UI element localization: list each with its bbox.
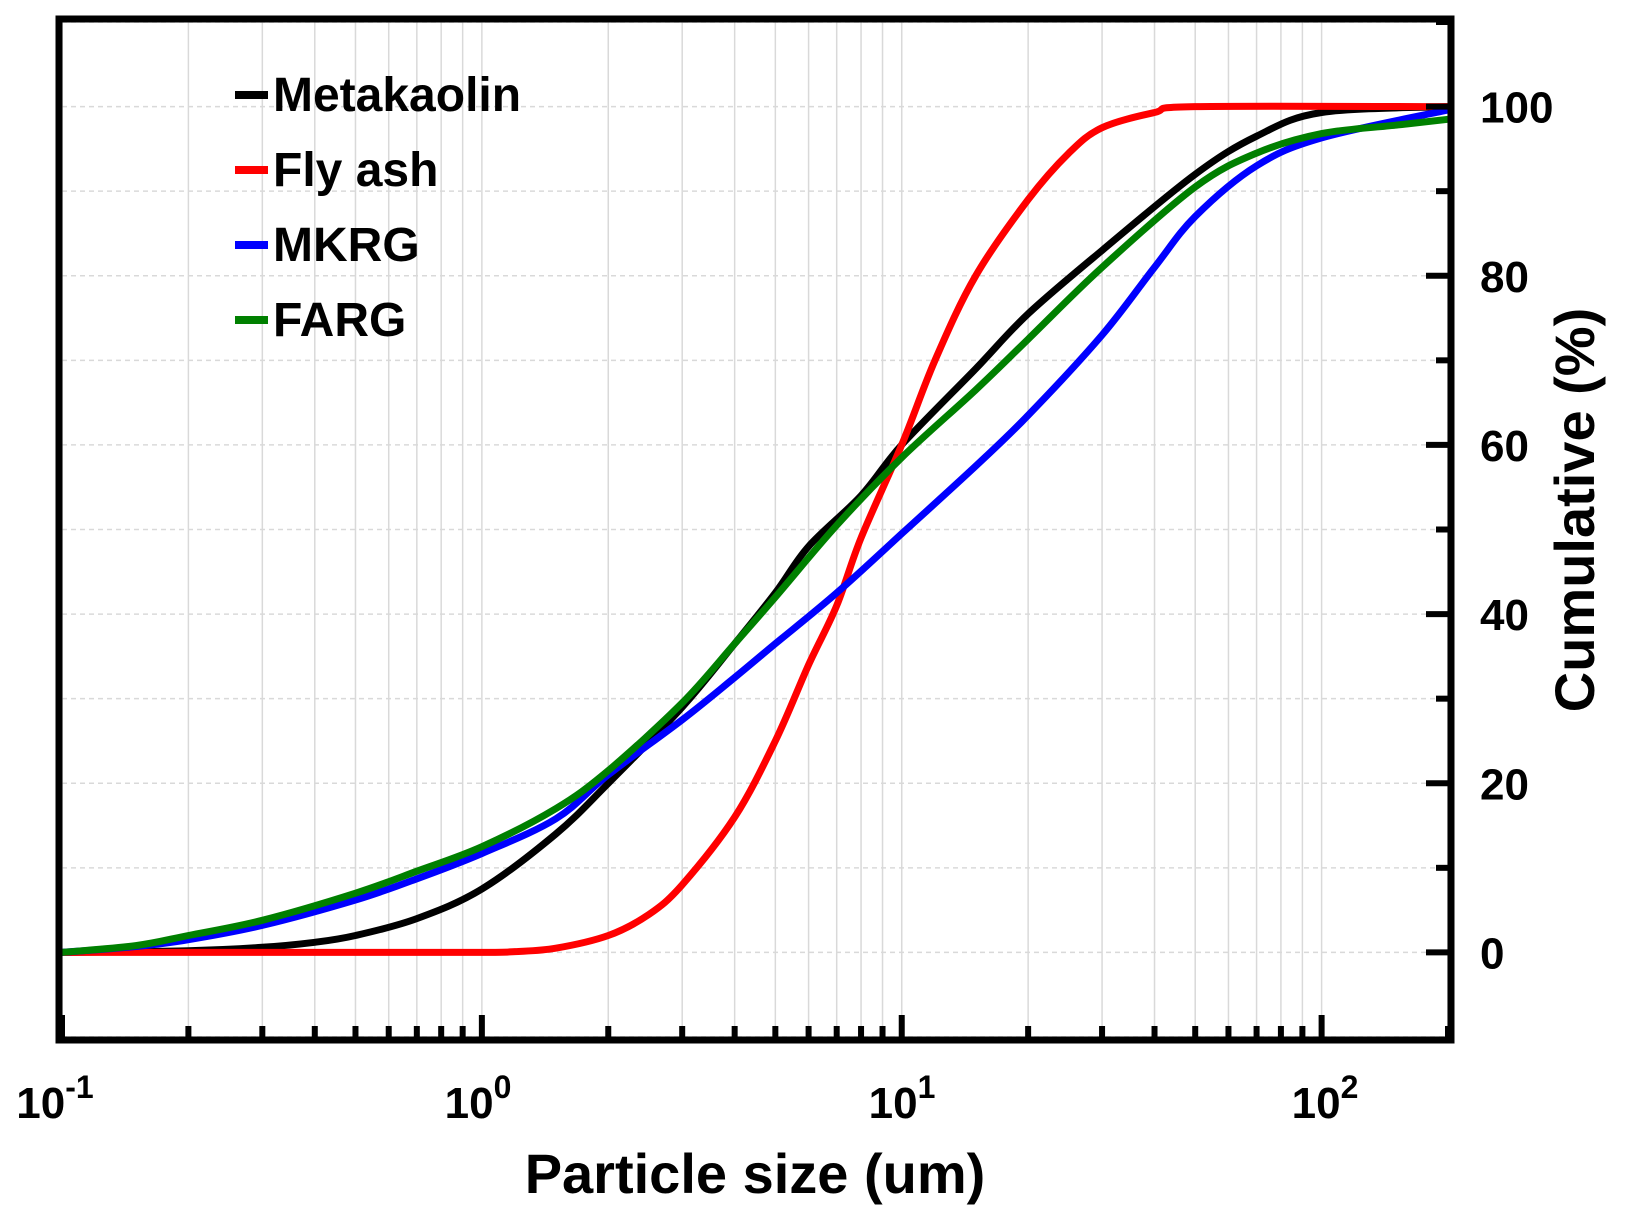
y-tick-label: 40	[1480, 591, 1529, 640]
x-tick-label: 101	[869, 1069, 936, 1128]
x-tick-label: 10-1	[16, 1069, 93, 1128]
legend-label: MKRG	[273, 219, 420, 272]
series-line-mkrg	[58, 106, 1452, 956]
legend-item-mkrg: MKRG	[235, 219, 420, 272]
legend-label: Fly ash	[273, 144, 438, 197]
x-tick-label: 102	[1292, 1069, 1359, 1128]
x-axis-title: Particle size (um)	[525, 1142, 986, 1205]
x-tick-labels: 10-1 100 101 102	[16, 1069, 1358, 1128]
series-line-fly-ash	[58, 102, 1452, 956]
legend-label: Metakaolin	[273, 69, 521, 122]
y-tick-labels: 0 20 40 60 80 100	[1480, 84, 1553, 979]
y-tick-label: 60	[1480, 422, 1529, 471]
y-tick-label: 80	[1480, 253, 1529, 302]
grid-lines	[61, 21, 1449, 1038]
plot-frame	[55, 15, 1455, 1044]
legend-label: FARG	[273, 294, 406, 347]
y-axis-title: Cumulative (%)	[1543, 308, 1606, 713]
legend-item-fly-ash: Fly ash	[235, 144, 438, 197]
x-tick-label: 100	[445, 1069, 512, 1128]
series-line-farg	[58, 115, 1452, 956]
axis-ticks	[59, 19, 1451, 1037]
legend-item-metakaolin: Metakaolin	[235, 69, 521, 122]
y-tick-label: 20	[1480, 760, 1529, 809]
legend: Metakaolin Fly ash MKRG FARG	[235, 69, 521, 347]
y-tick-label: 0	[1480, 929, 1504, 978]
legend-item-farg: FARG	[235, 294, 406, 347]
y-tick-label: 100	[1480, 84, 1553, 133]
data-series	[58, 102, 1452, 956]
